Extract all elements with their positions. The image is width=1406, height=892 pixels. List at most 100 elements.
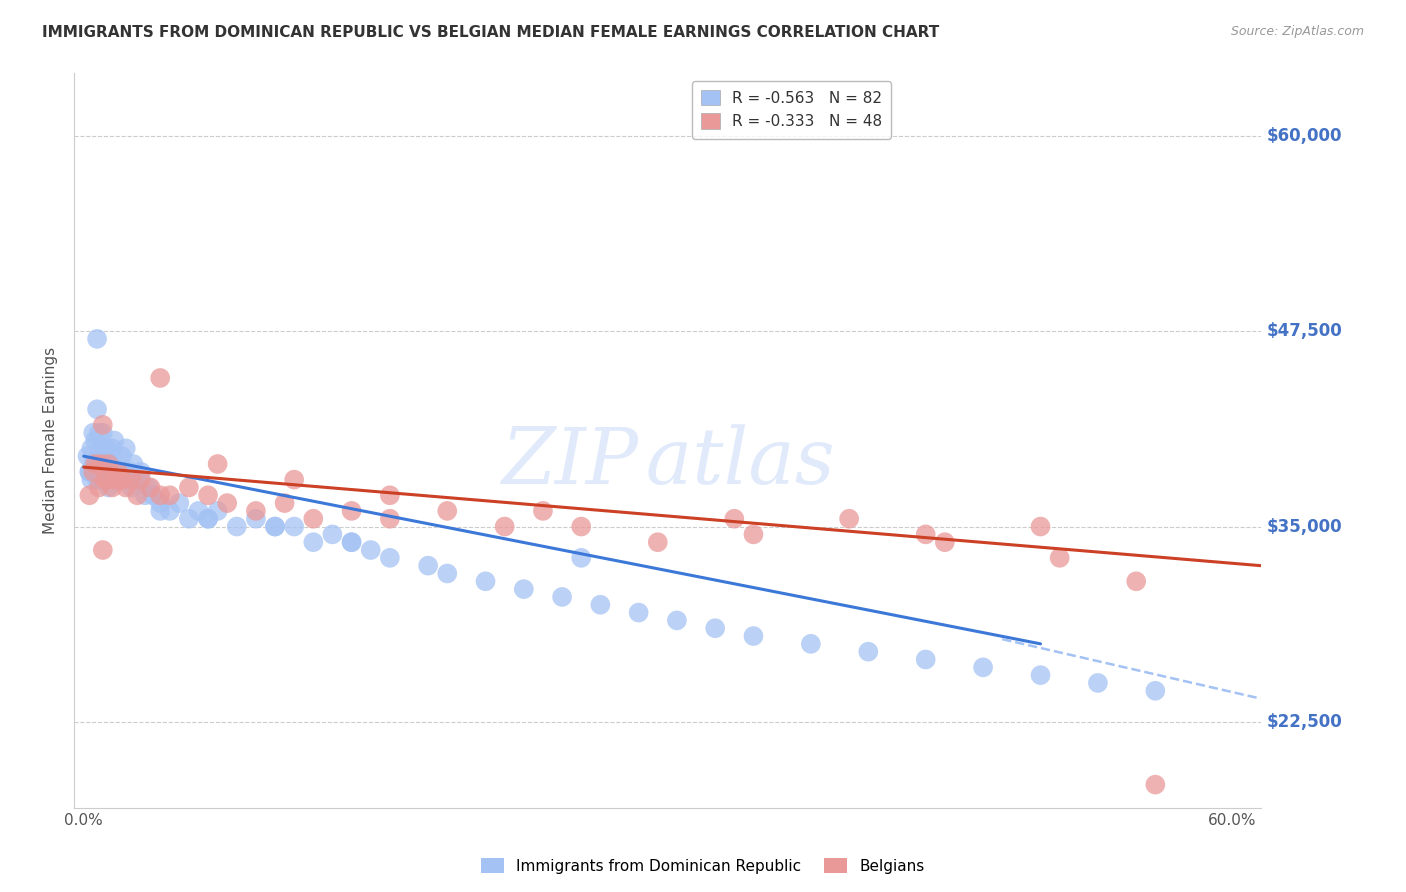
Point <box>283 473 305 487</box>
Point <box>1049 550 1071 565</box>
Point <box>217 496 239 510</box>
Point <box>934 535 956 549</box>
Point <box>87 425 110 440</box>
Point <box>142 488 165 502</box>
Point <box>93 473 115 487</box>
Point <box>169 496 191 510</box>
Point <box>82 425 104 440</box>
Point <box>340 535 363 549</box>
Point <box>1144 778 1167 792</box>
Point <box>1125 574 1147 589</box>
Legend: R = -0.563   N = 82, R = -0.333   N = 48: R = -0.563 N = 82, R = -0.333 N = 48 <box>692 80 891 138</box>
Point <box>121 480 143 494</box>
Point <box>96 457 118 471</box>
Point <box>101 442 124 456</box>
Point <box>197 488 219 502</box>
Point <box>340 504 363 518</box>
Point <box>91 457 114 471</box>
Point <box>93 473 115 487</box>
Point <box>742 527 765 541</box>
Point <box>111 473 134 487</box>
Point <box>283 519 305 533</box>
Point <box>914 527 936 541</box>
Point <box>149 496 172 510</box>
Point <box>118 465 141 479</box>
Point <box>90 473 112 487</box>
Point <box>84 457 107 471</box>
Point <box>436 566 458 581</box>
Point <box>245 512 267 526</box>
Point <box>91 543 114 558</box>
Point <box>86 402 108 417</box>
Point <box>107 465 129 479</box>
Text: Source: ZipAtlas.com: Source: ZipAtlas.com <box>1230 25 1364 38</box>
Point <box>101 480 124 494</box>
Point <box>86 332 108 346</box>
Point <box>264 519 287 533</box>
Point <box>436 504 458 518</box>
Point <box>97 480 120 494</box>
Point <box>105 457 128 471</box>
Point <box>79 465 101 479</box>
Point <box>225 519 247 533</box>
Text: $60,000: $60,000 <box>1267 127 1341 145</box>
Point <box>82 457 104 471</box>
Point <box>129 465 152 479</box>
Point <box>129 473 152 487</box>
Point <box>117 473 139 487</box>
Point <box>82 465 104 479</box>
Point <box>103 434 125 448</box>
Point <box>159 504 181 518</box>
Point <box>838 512 860 526</box>
Point <box>111 473 134 487</box>
Point <box>531 504 554 518</box>
Point <box>93 449 115 463</box>
Point <box>742 629 765 643</box>
Point <box>79 488 101 502</box>
Point <box>84 457 107 471</box>
Point <box>90 442 112 456</box>
Point <box>96 442 118 456</box>
Point <box>665 614 688 628</box>
Point <box>139 480 162 494</box>
Point <box>207 457 229 471</box>
Point <box>114 442 136 456</box>
Point <box>149 488 172 502</box>
Point <box>114 480 136 494</box>
Point <box>80 473 103 487</box>
Point <box>107 473 129 487</box>
Point <box>302 512 325 526</box>
Text: $35,000: $35,000 <box>1267 517 1343 535</box>
Point <box>494 519 516 533</box>
Point <box>159 488 181 502</box>
Point <box>551 590 574 604</box>
Point <box>97 465 120 479</box>
Point <box>245 504 267 518</box>
Point <box>86 473 108 487</box>
Point <box>569 519 592 533</box>
Point <box>134 488 156 502</box>
Text: IMMIGRANTS FROM DOMINICAN REPUBLIC VS BELGIAN MEDIAN FEMALE EARNINGS CORRELATION: IMMIGRANTS FROM DOMINICAN REPUBLIC VS BE… <box>42 25 939 40</box>
Point <box>800 637 823 651</box>
Point <box>90 457 112 471</box>
Point <box>76 449 98 463</box>
Text: $47,500: $47,500 <box>1267 322 1343 340</box>
Point <box>378 488 401 502</box>
Point <box>122 457 145 471</box>
Point <box>418 558 440 573</box>
Point <box>96 473 118 487</box>
Point <box>197 512 219 526</box>
Point <box>589 598 612 612</box>
Point <box>127 473 149 487</box>
Point <box>972 660 994 674</box>
Point <box>378 550 401 565</box>
Point <box>321 527 343 541</box>
Point <box>197 512 219 526</box>
Point <box>91 465 114 479</box>
Point <box>264 519 287 533</box>
Y-axis label: Median Female Earnings: Median Female Earnings <box>44 347 58 534</box>
Point <box>858 645 880 659</box>
Text: $22,500: $22,500 <box>1267 713 1343 731</box>
Point <box>80 442 103 456</box>
Text: ZIP atlas: ZIP atlas <box>501 425 834 500</box>
